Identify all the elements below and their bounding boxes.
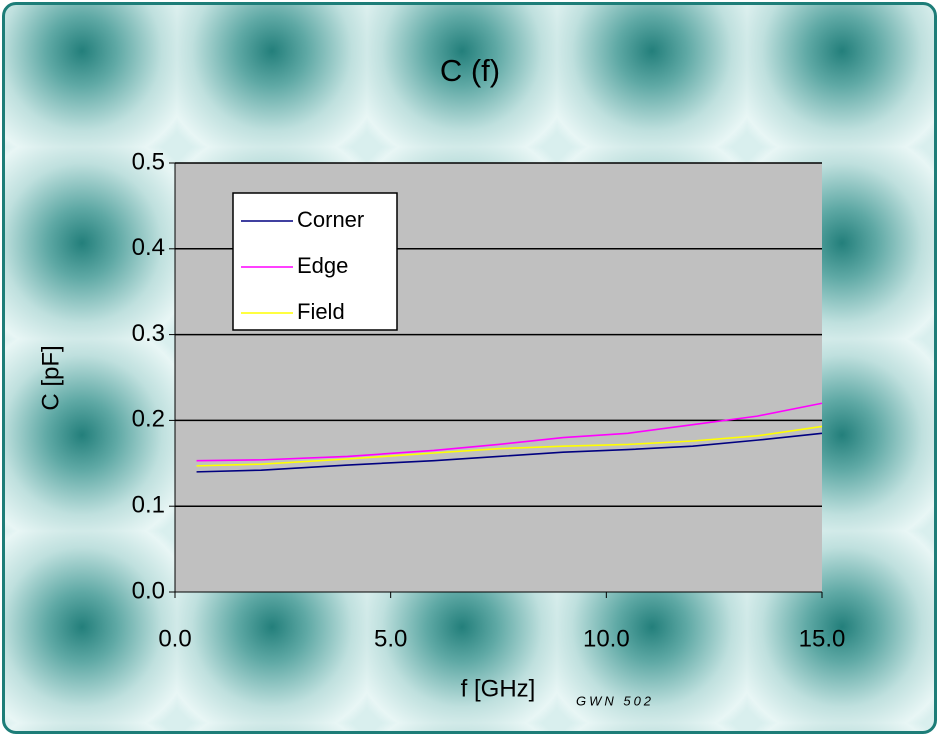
y-tick-label: 0.3	[132, 320, 165, 347]
y-axis-label: C [pF]	[37, 345, 64, 410]
footnote: GWN 502	[576, 693, 654, 708]
x-tick-label: 10.0	[583, 625, 630, 652]
x-tick-label: 15.0	[799, 625, 846, 652]
x-tick-label: 5.0	[374, 625, 407, 652]
legend-label: Field	[297, 299, 345, 324]
chart-title: C (f)	[440, 53, 500, 88]
series-line	[196, 425, 823, 467]
legend-box	[232, 192, 398, 331]
y-tick-label: 0.0	[132, 577, 165, 604]
y-tick-label: 0.4	[132, 234, 165, 261]
x-tick-label: 0.0	[158, 625, 191, 652]
y-tick-label: 0.1	[132, 492, 165, 519]
x-axis-label: f [GHz]	[461, 675, 536, 702]
y-tick-label: 0.5	[132, 148, 165, 175]
legend-label: Corner	[297, 207, 364, 232]
series-line	[196, 432, 823, 473]
legend-label: Edge	[297, 253, 348, 278]
series-line	[196, 402, 823, 462]
y-tick-label: 0.2	[132, 406, 165, 433]
